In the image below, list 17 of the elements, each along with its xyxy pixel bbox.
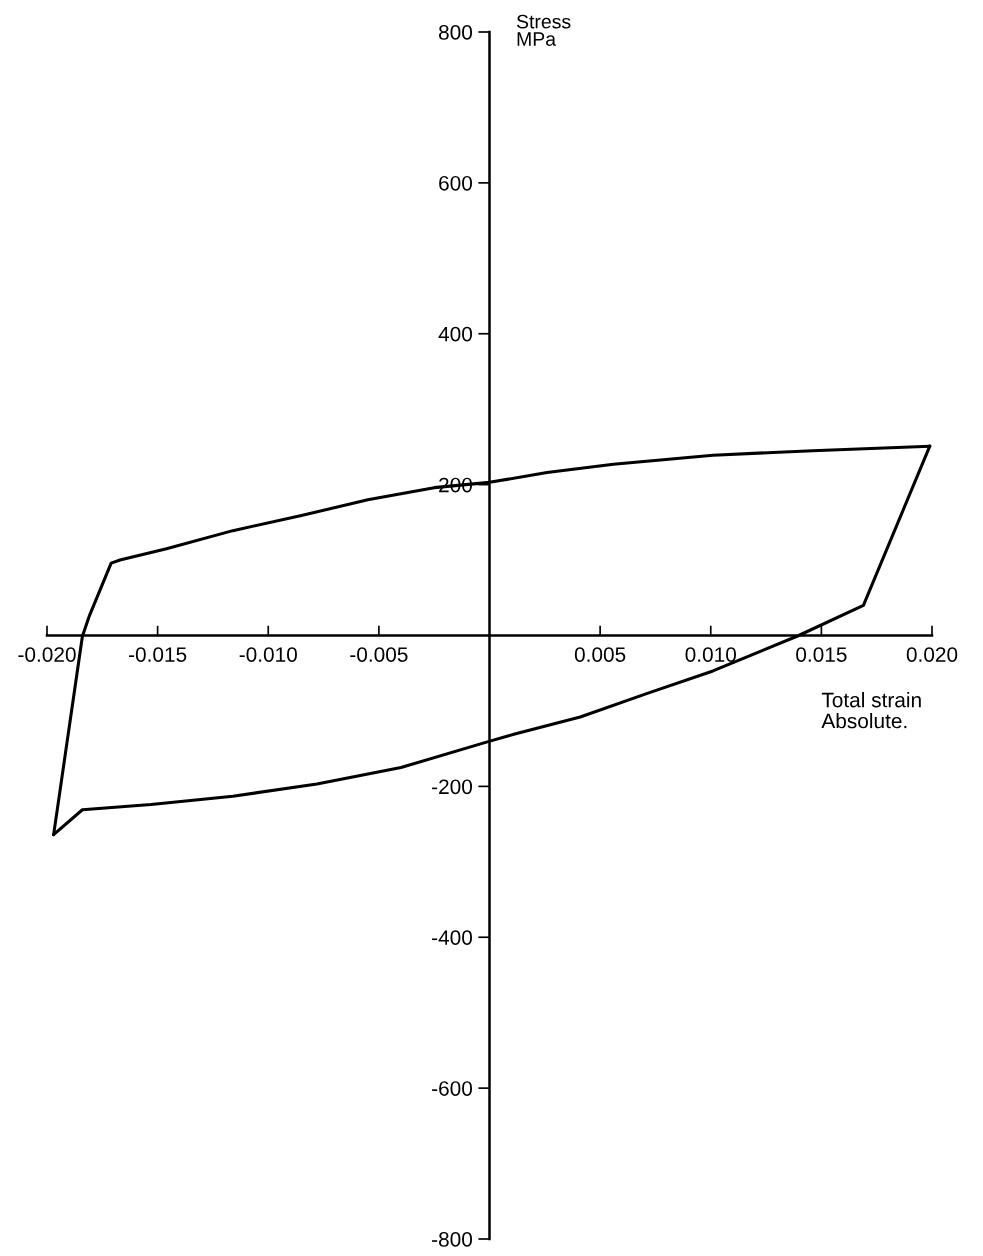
y-tick-label: -600 bbox=[432, 1081, 473, 1096]
y-tick-label: -400 bbox=[432, 930, 473, 945]
y-tick-label: 400 bbox=[438, 326, 473, 342]
x-axis-title: Total strain Absolute. bbox=[821, 692, 921, 729]
y-tick-label: 800 bbox=[438, 25, 473, 40]
x-tick-label: -0.015 bbox=[129, 647, 187, 662]
x-tick-label: -0.020 bbox=[18, 647, 76, 662]
y-axis-title: Stress MPa bbox=[516, 14, 571, 46]
x-tick-label: 0.020 bbox=[906, 647, 958, 662]
x-tick-label: 0.005 bbox=[574, 647, 626, 662]
x-tick-label: -0.010 bbox=[239, 647, 297, 662]
x-tick-label: 0.015 bbox=[796, 647, 847, 662]
x-tick-label: 0.010 bbox=[685, 647, 736, 662]
y-tick-label: -800 bbox=[432, 1232, 473, 1247]
y-tick-label: 600 bbox=[439, 175, 473, 191]
x-tick-label: -0.005 bbox=[350, 647, 408, 662]
y-tick-label: -200 bbox=[432, 779, 473, 795]
